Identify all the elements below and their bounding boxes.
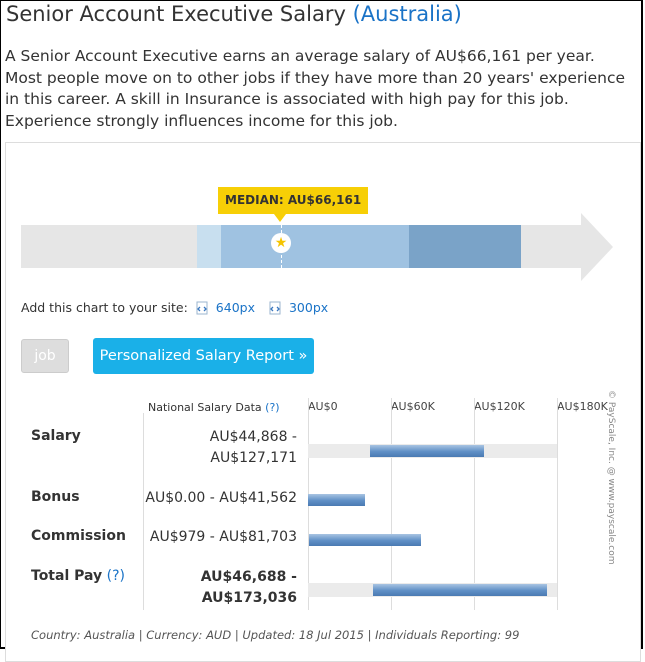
intro-paragraph: A Senior Account Executive earns an aver… [5, 47, 626, 130]
axis-tick-label: AU$60K [391, 400, 435, 413]
range-bar [309, 534, 421, 546]
axis-gridline [474, 398, 475, 610]
row-range: AU$979 - AU$81,703 [150, 527, 297, 548]
range-bar [370, 445, 484, 457]
row-range-line: AU$127,171 [210, 450, 297, 466]
star-icon: ★ [271, 233, 291, 253]
title-main: Senior Account Executive Salary [6, 2, 346, 26]
range-bar-arrow [581, 213, 613, 281]
axis-tick-label: AU$180K [557, 400, 608, 413]
range-bar [372, 584, 548, 596]
row-label-text: Commission [31, 528, 126, 544]
salary-range-bar [21, 213, 613, 281]
row-range: AU$0.00 - AU$41,562 [145, 488, 297, 509]
row-label: Salary [31, 428, 81, 444]
add-chart-row: Add this chart to your site: 640px 300px [21, 300, 328, 315]
embed-300-link[interactable]: 300px [288, 300, 329, 315]
national-salary-header: National Salary Data (?) [148, 401, 280, 414]
help-link[interactable]: (?) [265, 401, 280, 414]
copyright-note: © PayScale, Inc. @ www.payscale.com [606, 390, 616, 565]
national-salary-header-text: National Salary Data [148, 401, 262, 414]
row-range: AU$46,688 - AU$173,036 [201, 567, 297, 609]
row-range-line: AU$979 - AU$81,703 [149, 529, 297, 545]
row-label-text: Salary [31, 428, 81, 444]
embed-icon[interactable] [269, 301, 283, 315]
range-bar [308, 494, 366, 506]
page-title: Senior Account Executive Salary (Austral… [6, 2, 462, 26]
range-segment-mid [221, 225, 409, 268]
axis-gridline [557, 398, 558, 610]
axis-tick-label: AU$120K [474, 400, 525, 413]
axis-tick-label: AU$0 [308, 400, 338, 413]
range-segment-low [197, 225, 221, 268]
add-chart-label: Add this chart to your site: [21, 300, 188, 315]
axis-gridline [391, 398, 392, 610]
row-label: Bonus [31, 489, 80, 505]
range-segment-high [409, 225, 521, 268]
median-label: MEDIAN: AU$66,161 [218, 187, 369, 222]
row-range-line: AU$46,688 - [200, 569, 297, 585]
country-link[interactable]: (Australia) [352, 2, 462, 26]
row-label: Total Pay (?) [31, 568, 125, 584]
row-label-text: Total Pay [31, 568, 103, 584]
personalized-report-button[interactable]: Personalized Salary Report » [93, 338, 314, 374]
footer-meta: Country: Australia | Currency: AUD | Upd… [31, 628, 520, 642]
embed-icon[interactable] [196, 301, 210, 315]
help-link[interactable]: (?) [102, 568, 125, 584]
job-button[interactable]: job [21, 339, 69, 373]
row-label-text: Bonus [31, 489, 80, 505]
column-divider [143, 413, 144, 610]
row-range-line: AU$44,868 - [209, 429, 297, 445]
embed-640-link[interactable]: 640px [215, 300, 255, 315]
row-range: AU$44,868 - AU$127,171 [210, 427, 297, 469]
row-range-line: AU$0.00 - AU$41,562 [145, 490, 297, 506]
row-label: Commission [31, 528, 126, 544]
row-range-line: AU$173,036 [201, 590, 297, 606]
